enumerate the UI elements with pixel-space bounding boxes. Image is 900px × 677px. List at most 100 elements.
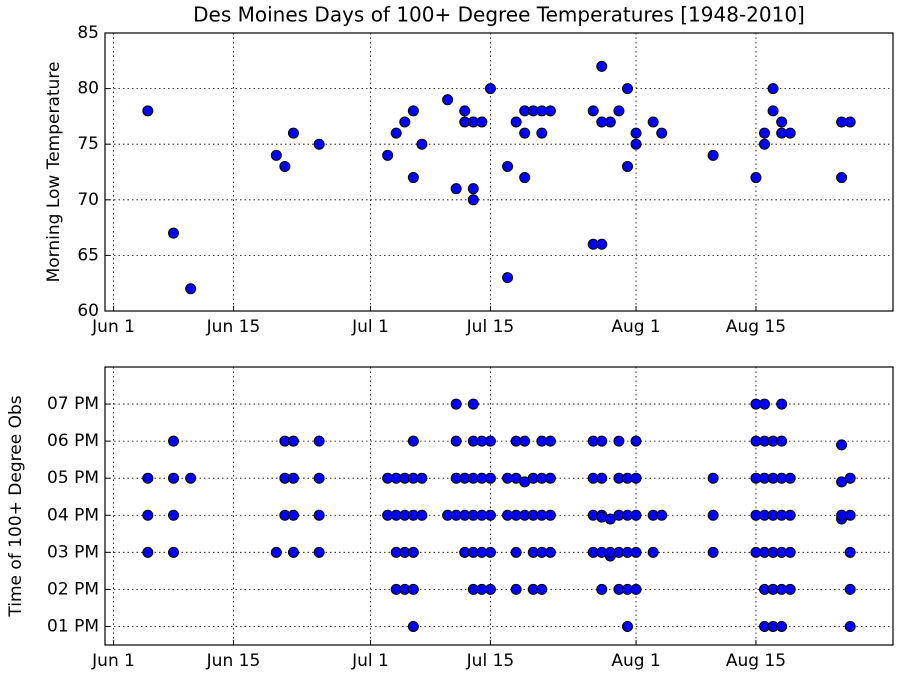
data-point xyxy=(484,83,496,95)
y-tick-label: 01 PM xyxy=(47,616,99,636)
data-point xyxy=(416,509,428,521)
data-point xyxy=(168,435,180,447)
data-point xyxy=(587,105,599,117)
data-point xyxy=(776,620,788,632)
x-tick-label: Aug 15 xyxy=(726,651,786,671)
data-point xyxy=(142,105,154,117)
data-point xyxy=(776,398,788,410)
x-tick-label: Aug 15 xyxy=(726,317,786,337)
data-point xyxy=(767,83,779,95)
data-point xyxy=(484,472,496,484)
data-point xyxy=(390,127,402,139)
data-point xyxy=(630,509,642,521)
data-point xyxy=(407,546,419,558)
x-tick-label: Jun 1 xyxy=(91,651,135,671)
data-point xyxy=(476,116,488,128)
data-point xyxy=(621,160,633,172)
data-point xyxy=(168,227,180,239)
data-point xyxy=(287,472,299,484)
data-point xyxy=(621,620,633,632)
x-tick-label: Jul 1 xyxy=(351,651,389,671)
data-point xyxy=(313,435,325,447)
data-point xyxy=(450,398,462,410)
data-point xyxy=(647,546,659,558)
data-point xyxy=(759,138,771,150)
data-point xyxy=(442,94,454,106)
data-point xyxy=(776,116,788,128)
data-point xyxy=(484,583,496,595)
data-point xyxy=(287,435,299,447)
data-point xyxy=(544,546,556,558)
x-tick-label: Jun 1 xyxy=(91,317,135,337)
data-point xyxy=(279,160,291,172)
y-tick-label: 80 xyxy=(77,79,99,99)
y-tick-label: 60 xyxy=(77,301,99,321)
data-point xyxy=(484,546,496,558)
data-point xyxy=(168,509,180,521)
data-point xyxy=(630,546,642,558)
data-point xyxy=(784,472,796,484)
y-tick-label: 02 PM xyxy=(47,579,99,599)
data-point xyxy=(647,116,659,128)
data-point xyxy=(536,583,548,595)
data-point xyxy=(142,509,154,521)
data-point xyxy=(502,160,514,172)
y-tick-label: 06 PM xyxy=(47,431,99,451)
x-tick-label: Aug 1 xyxy=(611,317,660,337)
y-tick-label: 70 xyxy=(77,190,99,210)
data-point xyxy=(596,472,608,484)
plot-frame xyxy=(104,366,894,646)
y-tick-label: 65 xyxy=(77,245,99,265)
data-point xyxy=(510,546,522,558)
data-point xyxy=(596,60,608,72)
data-point xyxy=(613,435,625,447)
x-tick-label: Jun 15 xyxy=(206,651,261,671)
y-tick-label: 75 xyxy=(77,134,99,154)
data-point xyxy=(407,105,419,117)
data-point xyxy=(776,435,788,447)
chart-title: Des Moines Days of 100+ Degree Temperatu… xyxy=(193,3,805,27)
data-point xyxy=(544,435,556,447)
data-point xyxy=(604,116,616,128)
data-point xyxy=(836,172,848,184)
x-tick-label: Aug 1 xyxy=(611,651,660,671)
data-point xyxy=(287,127,299,139)
data-point xyxy=(844,509,856,521)
data-point xyxy=(844,472,856,484)
data-point xyxy=(750,172,762,184)
data-point xyxy=(270,546,282,558)
data-point xyxy=(630,127,642,139)
data-point xyxy=(270,149,282,161)
data-point xyxy=(613,105,625,117)
data-point xyxy=(536,127,548,139)
data-point xyxy=(596,583,608,595)
y-axis-label: Morning Low Temperature xyxy=(44,62,64,283)
data-point xyxy=(450,183,462,195)
data-point xyxy=(416,472,428,484)
data-point xyxy=(707,509,719,521)
data-point xyxy=(707,546,719,558)
data-point xyxy=(596,435,608,447)
data-point xyxy=(450,435,462,447)
data-point xyxy=(185,472,197,484)
data-point xyxy=(168,546,180,558)
y-tick-label: 04 PM xyxy=(47,505,99,525)
data-point xyxy=(844,583,856,595)
data-point xyxy=(382,149,394,161)
data-point xyxy=(621,83,633,95)
data-point xyxy=(630,138,642,150)
data-point xyxy=(707,149,719,161)
data-point xyxy=(467,183,479,195)
plot-frame xyxy=(104,32,894,312)
data-point xyxy=(313,546,325,558)
data-point xyxy=(759,398,771,410)
data-point xyxy=(313,509,325,521)
data-point xyxy=(707,472,719,484)
data-point xyxy=(459,105,471,117)
data-point xyxy=(407,620,419,632)
data-point xyxy=(630,435,642,447)
data-point xyxy=(142,472,154,484)
data-point xyxy=(630,583,642,595)
data-point xyxy=(759,127,771,139)
